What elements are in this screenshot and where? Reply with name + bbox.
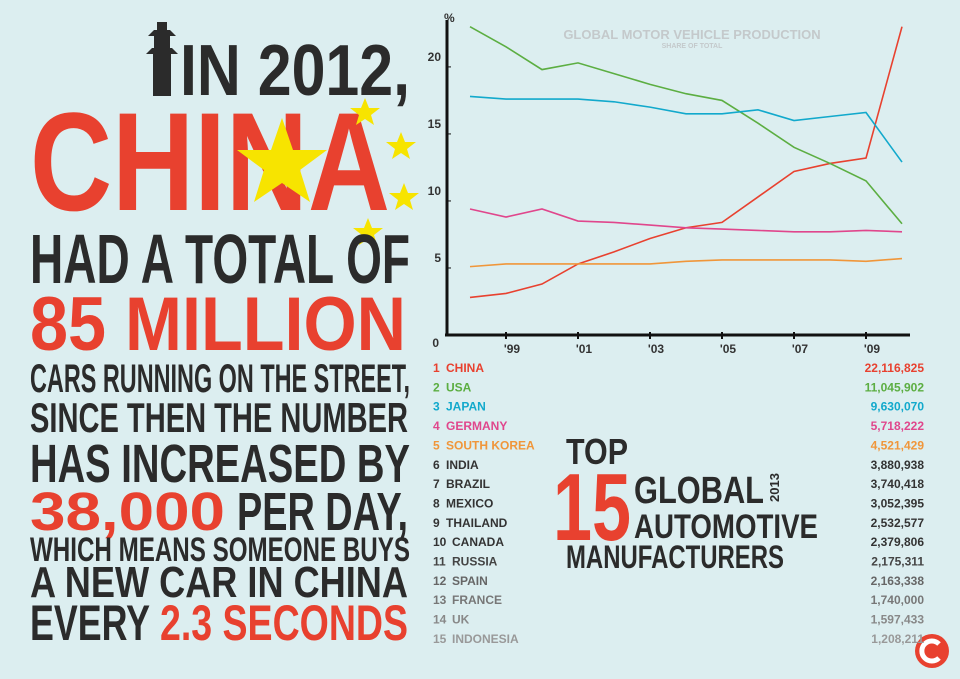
x-tick-label: '07 — [792, 342, 809, 356]
headline: PER DAY, — [237, 482, 408, 542]
pagoda-icon — [146, 22, 178, 96]
x-tick-label: '99 — [504, 342, 521, 356]
rank: 7 — [433, 477, 440, 491]
rank: 4 — [433, 419, 440, 433]
production-count: 3,052,395 — [871, 496, 925, 510]
series-line — [469, 26, 903, 225]
country-name: USA — [446, 380, 472, 394]
rank: 3 — [433, 400, 440, 414]
country-name: CANADA — [452, 535, 504, 549]
country-name: BRAZIL — [446, 477, 490, 491]
country-name: UK — [452, 613, 470, 627]
y-tick-label: 15 — [428, 117, 442, 131]
logo — [915, 634, 949, 668]
headline: IN 2012, — [180, 31, 410, 111]
country-name: THAILAND — [446, 516, 508, 530]
country-name: RUSSIA — [452, 555, 498, 569]
production-count: 4,521,429 — [871, 438, 925, 452]
series-line — [469, 26, 903, 299]
production-count: 11,045,902 — [865, 380, 925, 394]
headline: 85 MILLION — [30, 282, 406, 367]
country-name: FRANCE — [452, 593, 502, 607]
headline: 2.3 SECONDS — [160, 595, 408, 651]
stars — [237, 98, 419, 245]
ranking-title: GLOBAL — [634, 470, 764, 512]
production-count: 3,880,938 — [871, 458, 925, 472]
production-count: 2,379,806 — [871, 535, 925, 549]
chart-subtitle: SHARE OF TOTAL — [662, 43, 724, 50]
y-tick-label: 0 — [432, 336, 439, 350]
production-count: 1,208,211 — [871, 632, 924, 646]
rank: 10 — [433, 535, 447, 549]
y-tick-label: 10 — [428, 184, 442, 198]
production-count: 2,175,311 — [871, 555, 924, 569]
headline: HAD A TOTAL OF — [30, 220, 410, 298]
rank: 8 — [433, 496, 440, 510]
country-name: SOUTH KOREA — [446, 438, 535, 452]
series-line — [469, 257, 903, 268]
headline: HAS INCREASED BY — [30, 434, 410, 494]
rank: 2 — [433, 380, 440, 394]
rank: 5 — [433, 438, 440, 452]
series-line — [469, 208, 903, 233]
country-name: INDIA — [446, 458, 479, 472]
ranking-title: AUTOMOTIVE — [634, 508, 818, 546]
x-tick-label: '01 — [576, 342, 593, 356]
y-axis-label: % — [444, 11, 455, 25]
headline: CHINA — [30, 83, 390, 240]
production-count: 1,597,433 — [871, 613, 925, 627]
production-count: 1,740,000 — [871, 593, 925, 607]
ranking-year: 2013 — [767, 473, 782, 502]
production-count: 2,532,577 — [871, 516, 925, 530]
production-count: 3,740,418 — [871, 477, 925, 491]
rank: 14 — [433, 613, 447, 627]
country-name: GERMANY — [446, 419, 507, 433]
rank: 12 — [433, 574, 447, 588]
x-tick-label: '09 — [864, 342, 881, 356]
x-tick-label: '03 — [648, 342, 665, 356]
headline: EVERY — [30, 595, 150, 651]
headline: 38,000 — [30, 482, 225, 542]
production-count: 22,116,825 — [865, 361, 925, 375]
headline: CARS RUNNING ON THE STREET, — [30, 357, 410, 401]
production-count: 5,718,222 — [871, 419, 925, 433]
rank: 15 — [433, 632, 447, 646]
rank: 9 — [433, 516, 440, 530]
country-name: CHINA — [446, 361, 484, 375]
series-line — [469, 95, 903, 163]
headline: A NEW CAR IN CHINA — [30, 558, 408, 607]
rank: 6 — [433, 458, 440, 472]
rank: 1 — [433, 361, 440, 375]
y-tick-label: 5 — [434, 251, 441, 265]
ranking-title: 15 — [553, 454, 631, 561]
country-name: INDONESIA — [452, 632, 519, 646]
chart-title: GLOBAL MOTOR VEHICLE PRODUCTION — [563, 27, 820, 42]
x-tick-label: '05 — [720, 342, 737, 356]
production-count: 9,630,070 — [871, 400, 925, 414]
ranking-title: TOP — [566, 431, 628, 472]
headline: WHICH MEANS SOMEONE BUYS — [30, 531, 410, 569]
country-name: JAPAN — [446, 400, 486, 414]
y-tick-label: 20 — [428, 50, 442, 64]
country-name: SPAIN — [452, 574, 488, 588]
ranking-title: MANUFACTURERS — [566, 539, 784, 575]
rank: 13 — [433, 593, 447, 607]
rank: 11 — [433, 555, 446, 569]
country-name: MEXICO — [446, 496, 493, 510]
production-count: 2,163,338 — [871, 574, 925, 588]
headline: SINCE THEN THE NUMBER — [30, 394, 408, 441]
